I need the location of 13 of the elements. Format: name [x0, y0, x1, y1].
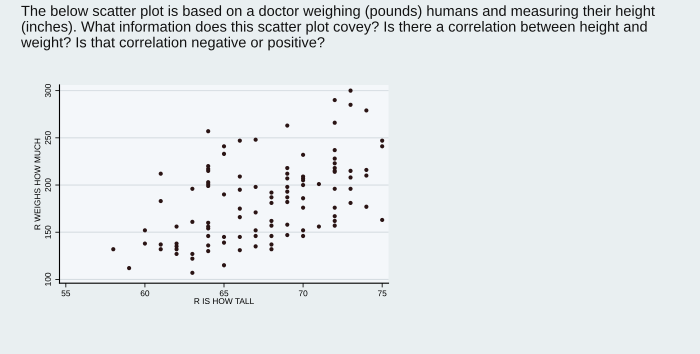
x-axis-title: R IS HOW TALL: [194, 298, 254, 304]
y-axis-title: R WEIGHS HOW MUCH: [34, 138, 40, 230]
y-tick-label: 100: [45, 272, 51, 286]
x-tick-label: 75: [378, 290, 386, 296]
x-tick-label: 65: [220, 290, 228, 296]
x-tick-label: 55: [62, 290, 70, 296]
x-tick-label: 70: [298, 290, 308, 296]
chart-title: The below scatter plot is based on a doctor weighing (pounds) humans and measuring their height (inches). What information does this scatter plot covey? Is there a correlation between height and weight? Is that correlation negative or positive?: [20, 5, 655, 50]
y-tick-label: 250: [45, 131, 51, 144]
y-tick-label: 300: [45, 84, 51, 98]
y-tick-label: 150: [45, 226, 51, 239]
x-tick-label: 60: [140, 290, 150, 296]
y-tick-label: 200: [45, 178, 51, 192]
